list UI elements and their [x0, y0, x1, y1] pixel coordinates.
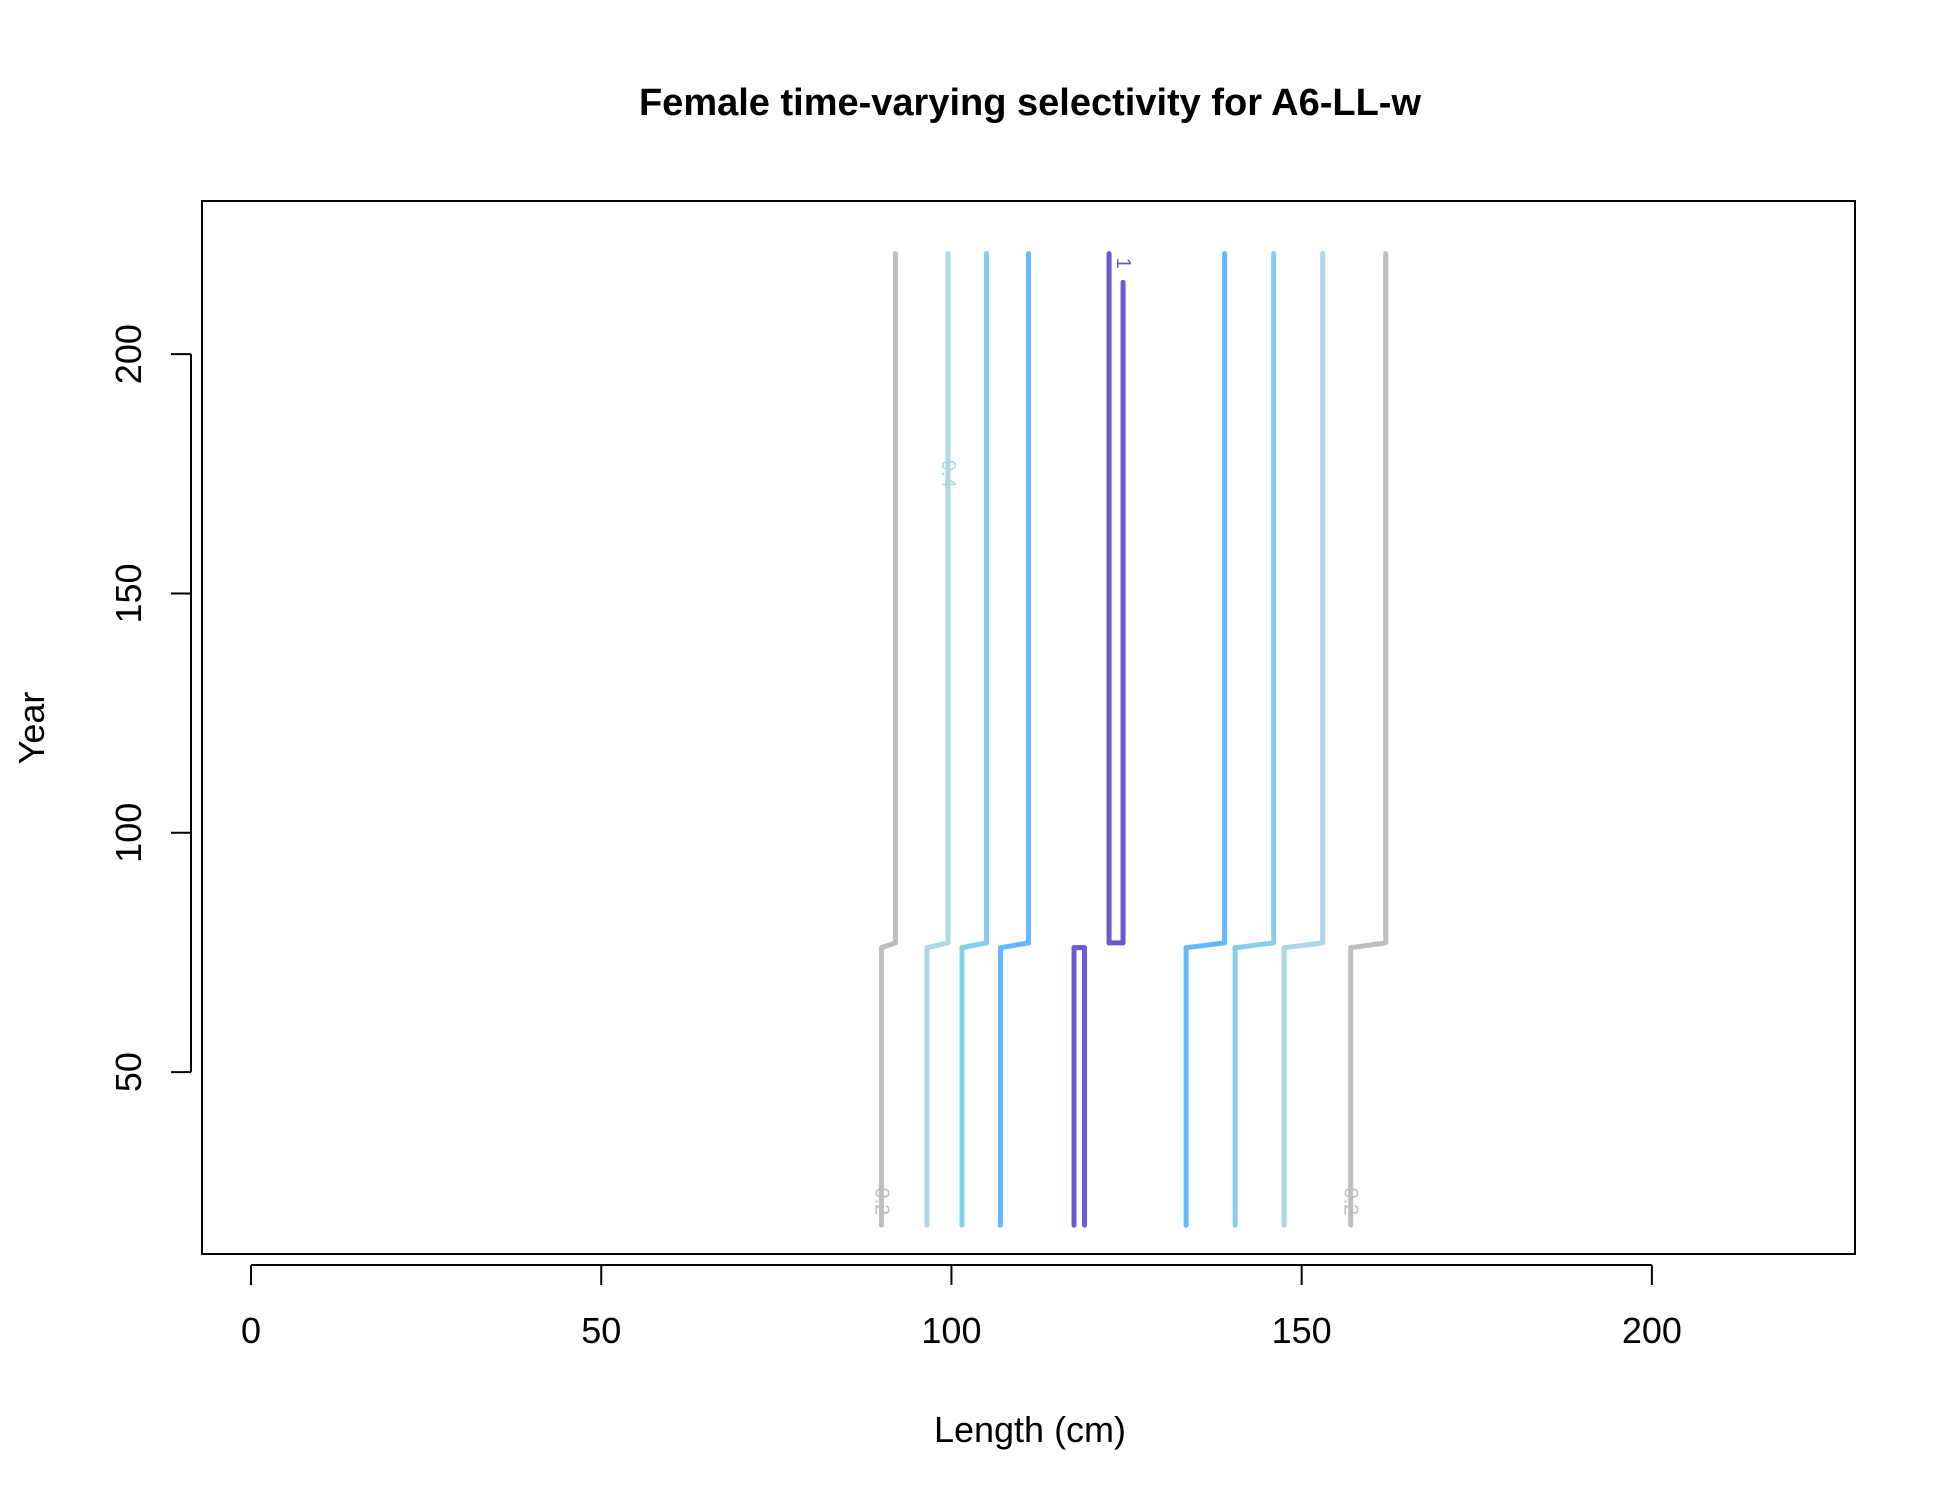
contour-label: 0.2	[1340, 1187, 1362, 1215]
contour-line-1-peak: 1	[1071, 251, 1134, 1228]
contour-line-0-2-right: 0.2	[1340, 251, 1389, 1228]
contour-label: 0.2	[870, 1187, 892, 1215]
contour-label: 1	[1112, 258, 1134, 269]
x-tick-label: 200	[1622, 1310, 1682, 1351]
contour-segment	[924, 940, 951, 951]
contour-line-0-4-right	[1281, 251, 1326, 1228]
x-tick-label: 150	[1272, 1310, 1332, 1351]
y-tick-label: 100	[108, 803, 149, 863]
contour-segment	[1183, 940, 1228, 951]
y-tick-label: 150	[108, 563, 149, 623]
x-axis-label: Length (cm)	[934, 1409, 1126, 1450]
y-axis: 50 100 150 200	[108, 324, 192, 1092]
chart-title: Female time-varying selectivity for A6-L…	[639, 82, 1421, 124]
contour-line-0-6-right	[1232, 251, 1277, 1228]
contour-line-0-8-right	[1183, 251, 1228, 1228]
contour-line-0-8-left	[997, 251, 1031, 1228]
x-tick-label: 0	[241, 1310, 261, 1351]
y-axis-label: Year	[11, 692, 52, 765]
contour-segment	[959, 940, 989, 951]
contour-segment	[1232, 940, 1277, 951]
contour-segment	[1281, 940, 1326, 951]
x-axis: 0 50 100 150 200	[241, 1264, 1682, 1351]
contour-lines-group: 0.2 0.4 1 0.2	[870, 251, 1389, 1228]
y-tick-label: 50	[108, 1052, 149, 1092]
contour-line-0-6-left	[959, 251, 989, 1228]
x-tick-label: 50	[581, 1310, 621, 1351]
contour-segment	[997, 940, 1031, 951]
x-tick-label: 100	[921, 1310, 981, 1351]
plot-frame	[201, 200, 1856, 1255]
contour-label: 0.4	[937, 460, 959, 488]
y-tick-label: 200	[108, 324, 149, 384]
contour-segment	[1348, 940, 1389, 951]
contour-line-0-2-left: 0.2	[870, 251, 898, 1228]
contour-line-0-4-left: 0.4	[924, 251, 959, 1228]
